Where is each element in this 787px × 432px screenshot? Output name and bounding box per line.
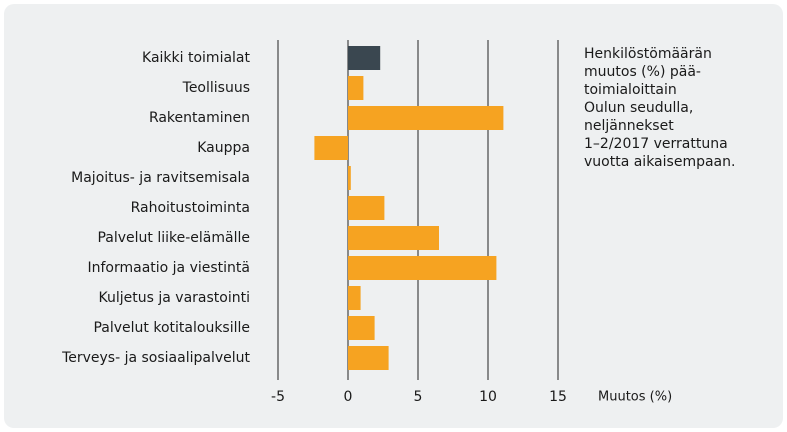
x-axis-label: Muutos (%) xyxy=(598,390,672,405)
y-tick-label: Palvelut kotitalouksille xyxy=(93,320,250,336)
annotation: toimialoittain xyxy=(584,82,677,98)
bar xyxy=(348,256,497,280)
y-tick-label: Teollisuus xyxy=(182,80,250,96)
x-tick-label: 15 xyxy=(549,389,567,405)
bar xyxy=(348,166,351,190)
y-tick-label: Informaatio ja viestintä xyxy=(87,260,250,276)
y-tick-label: Kuljetus ja varastointi xyxy=(99,290,250,306)
annotation: Henkilöstömäärän xyxy=(584,46,712,62)
x-tick-label: 10 xyxy=(479,389,497,405)
annotation: vuotta aikaisempaan. xyxy=(584,154,735,170)
panel xyxy=(4,4,783,428)
y-tick-label: Majoitus- ja ravitsemisala xyxy=(71,170,250,186)
y-tick-label: Kaikki toimialat xyxy=(142,50,250,66)
bar xyxy=(348,346,389,370)
bar xyxy=(348,106,504,130)
y-tick-label: Terveys- ja sosiaalipalvelut xyxy=(61,350,250,366)
annotation: muutos (%) pää- xyxy=(584,64,701,80)
y-tick-label: Palvelut liike-elämälle xyxy=(97,230,250,246)
bar xyxy=(348,316,375,340)
y-tick-label: Rahoitustoiminta xyxy=(131,200,250,216)
bar xyxy=(348,196,385,220)
annotation: 1–2/2017 verrattuna xyxy=(584,136,728,152)
bar xyxy=(348,46,381,70)
x-tick-label: 5 xyxy=(414,389,423,405)
bar xyxy=(348,226,439,250)
bar xyxy=(314,136,348,160)
y-tick-label: Kauppa xyxy=(197,140,250,156)
bar xyxy=(348,286,361,310)
x-tick-label: 0 xyxy=(344,389,353,405)
bar xyxy=(348,76,364,100)
y-tick-label: Rakentaminen xyxy=(149,110,250,126)
annotation: neljännekset xyxy=(584,118,674,134)
annotation: Oulun seudulla, xyxy=(584,100,693,116)
x-tick-label: -5 xyxy=(271,389,285,405)
